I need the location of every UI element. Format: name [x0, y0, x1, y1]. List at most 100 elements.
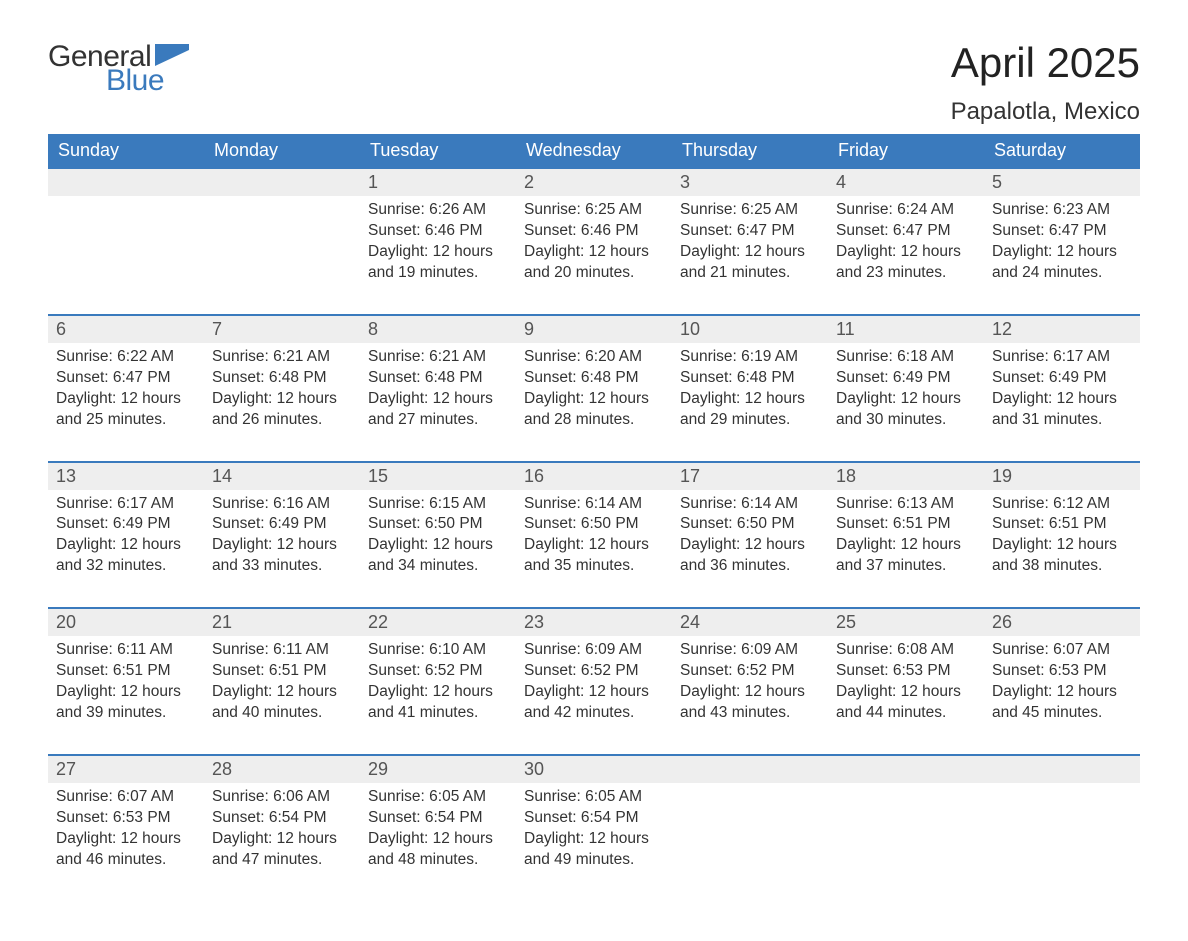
daylight-line: Daylight: 12 hours and 38 minutes. — [992, 535, 1132, 577]
day-number: 29 — [360, 756, 516, 783]
day-data-cell: Sunrise: 6:12 AMSunset: 6:51 PMDaylight:… — [984, 490, 1140, 609]
day-number-cell: 1 — [360, 168, 516, 196]
day-data-cell: Sunrise: 6:06 AMSunset: 6:54 PMDaylight:… — [204, 783, 360, 901]
sunrise-line: Sunrise: 6:17 AM — [992, 347, 1132, 368]
col-wednesday: Wednesday — [516, 134, 672, 168]
sunset-line: Sunset: 6:46 PM — [368, 221, 508, 242]
day-number: 24 — [672, 609, 828, 636]
day-data-cell: Sunrise: 6:25 AMSunset: 6:47 PMDaylight:… — [672, 196, 828, 315]
daylight-line: Daylight: 12 hours and 33 minutes. — [212, 535, 352, 577]
day-data-cell: Sunrise: 6:17 AMSunset: 6:49 PMDaylight:… — [984, 343, 1140, 462]
logo: General Blue — [48, 40, 189, 98]
day-number: 2 — [516, 169, 672, 196]
daylight-line: Daylight: 12 hours and 31 minutes. — [992, 389, 1132, 431]
daylight-line: Daylight: 12 hours and 24 minutes. — [992, 242, 1132, 284]
sunrise-line: Sunrise: 6:22 AM — [56, 347, 196, 368]
day-data-cell: Sunrise: 6:21 AMSunset: 6:48 PMDaylight:… — [360, 343, 516, 462]
day-number: 26 — [984, 609, 1140, 636]
day-data-cell — [828, 783, 984, 901]
day-data-cell: Sunrise: 6:14 AMSunset: 6:50 PMDaylight:… — [672, 490, 828, 609]
sunrise-line: Sunrise: 6:26 AM — [368, 200, 508, 221]
day-number-cell: 25 — [828, 608, 984, 636]
calendar-daydata-row: Sunrise: 6:26 AMSunset: 6:46 PMDaylight:… — [48, 196, 1140, 315]
day-number-cell: 21 — [204, 608, 360, 636]
title-block: April 2025 Papalotla, Mexico — [951, 40, 1140, 126]
daylight-line: Daylight: 12 hours and 43 minutes. — [680, 682, 820, 724]
sunset-line: Sunset: 6:47 PM — [992, 221, 1132, 242]
day-number: 12 — [984, 316, 1140, 343]
calendar-daydata-row: Sunrise: 6:17 AMSunset: 6:49 PMDaylight:… — [48, 490, 1140, 609]
sunrise-line: Sunrise: 6:07 AM — [56, 787, 196, 808]
sunset-line: Sunset: 6:49 PM — [56, 514, 196, 535]
day-data-cell: Sunrise: 6:11 AMSunset: 6:51 PMDaylight:… — [48, 636, 204, 755]
day-number-cell: 6 — [48, 315, 204, 343]
daylight-line: Daylight: 12 hours and 35 minutes. — [524, 535, 664, 577]
day-number: 17 — [672, 463, 828, 490]
day-number: 28 — [204, 756, 360, 783]
sunrise-line: Sunrise: 6:23 AM — [992, 200, 1132, 221]
day-data-cell: Sunrise: 6:16 AMSunset: 6:49 PMDaylight:… — [204, 490, 360, 609]
day-data-cell: Sunrise: 6:24 AMSunset: 6:47 PMDaylight:… — [828, 196, 984, 315]
sunrise-line: Sunrise: 6:15 AM — [368, 494, 508, 515]
daylight-line: Daylight: 12 hours and 34 minutes. — [368, 535, 508, 577]
sunset-line: Sunset: 6:51 PM — [836, 514, 976, 535]
day-number-cell: 22 — [360, 608, 516, 636]
day-number-cell — [984, 755, 1140, 783]
sunrise-line: Sunrise: 6:06 AM — [212, 787, 352, 808]
daylight-line: Daylight: 12 hours and 20 minutes. — [524, 242, 664, 284]
daylight-line: Daylight: 12 hours and 45 minutes. — [992, 682, 1132, 724]
sunrise-line: Sunrise: 6:11 AM — [56, 640, 196, 661]
sunset-line: Sunset: 6:46 PM — [524, 221, 664, 242]
day-number — [672, 756, 828, 782]
sunset-line: Sunset: 6:51 PM — [992, 514, 1132, 535]
col-friday: Friday — [828, 134, 984, 168]
day-number: 7 — [204, 316, 360, 343]
day-data-cell — [984, 783, 1140, 901]
day-number: 5 — [984, 169, 1140, 196]
day-number-cell — [828, 755, 984, 783]
calendar-daynum-row: 27282930 — [48, 755, 1140, 783]
day-number: 27 — [48, 756, 204, 783]
sunrise-line: Sunrise: 6:13 AM — [836, 494, 976, 515]
col-monday: Monday — [204, 134, 360, 168]
day-number: 11 — [828, 316, 984, 343]
day-data-cell: Sunrise: 6:09 AMSunset: 6:52 PMDaylight:… — [672, 636, 828, 755]
daylight-line: Daylight: 12 hours and 23 minutes. — [836, 242, 976, 284]
daylight-line: Daylight: 12 hours and 25 minutes. — [56, 389, 196, 431]
daylight-line: Daylight: 12 hours and 37 minutes. — [836, 535, 976, 577]
sunrise-line: Sunrise: 6:16 AM — [212, 494, 352, 515]
sunset-line: Sunset: 6:50 PM — [368, 514, 508, 535]
sunrise-line: Sunrise: 6:21 AM — [212, 347, 352, 368]
day-number-cell: 14 — [204, 462, 360, 490]
day-data-cell: Sunrise: 6:05 AMSunset: 6:54 PMDaylight:… — [360, 783, 516, 901]
sunset-line: Sunset: 6:51 PM — [56, 661, 196, 682]
calendar-daynum-row: 13141516171819 — [48, 462, 1140, 490]
sunset-line: Sunset: 6:47 PM — [836, 221, 976, 242]
sunset-line: Sunset: 6:49 PM — [836, 368, 976, 389]
day-number-cell: 7 — [204, 315, 360, 343]
sunrise-line: Sunrise: 6:25 AM — [680, 200, 820, 221]
calendar-daynum-row: 12345 — [48, 168, 1140, 196]
day-number-cell: 28 — [204, 755, 360, 783]
day-number-cell: 30 — [516, 755, 672, 783]
sunset-line: Sunset: 6:53 PM — [56, 808, 196, 829]
sunset-line: Sunset: 6:54 PM — [524, 808, 664, 829]
day-number-cell: 16 — [516, 462, 672, 490]
day-data-cell: Sunrise: 6:15 AMSunset: 6:50 PMDaylight:… — [360, 490, 516, 609]
day-data-cell — [48, 196, 204, 315]
calendar-daydata-row: Sunrise: 6:07 AMSunset: 6:53 PMDaylight:… — [48, 783, 1140, 901]
sunset-line: Sunset: 6:48 PM — [680, 368, 820, 389]
day-number-cell: 19 — [984, 462, 1140, 490]
day-number-cell: 5 — [984, 168, 1140, 196]
day-data-cell: Sunrise: 6:13 AMSunset: 6:51 PMDaylight:… — [828, 490, 984, 609]
sunset-line: Sunset: 6:47 PM — [56, 368, 196, 389]
sunrise-line: Sunrise: 6:14 AM — [524, 494, 664, 515]
daylight-line: Daylight: 12 hours and 46 minutes. — [56, 829, 196, 871]
sunset-line: Sunset: 6:53 PM — [836, 661, 976, 682]
day-number — [204, 169, 360, 195]
day-number — [828, 756, 984, 782]
day-number: 3 — [672, 169, 828, 196]
day-data-cell: Sunrise: 6:10 AMSunset: 6:52 PMDaylight:… — [360, 636, 516, 755]
sunrise-line: Sunrise: 6:19 AM — [680, 347, 820, 368]
col-saturday: Saturday — [984, 134, 1140, 168]
